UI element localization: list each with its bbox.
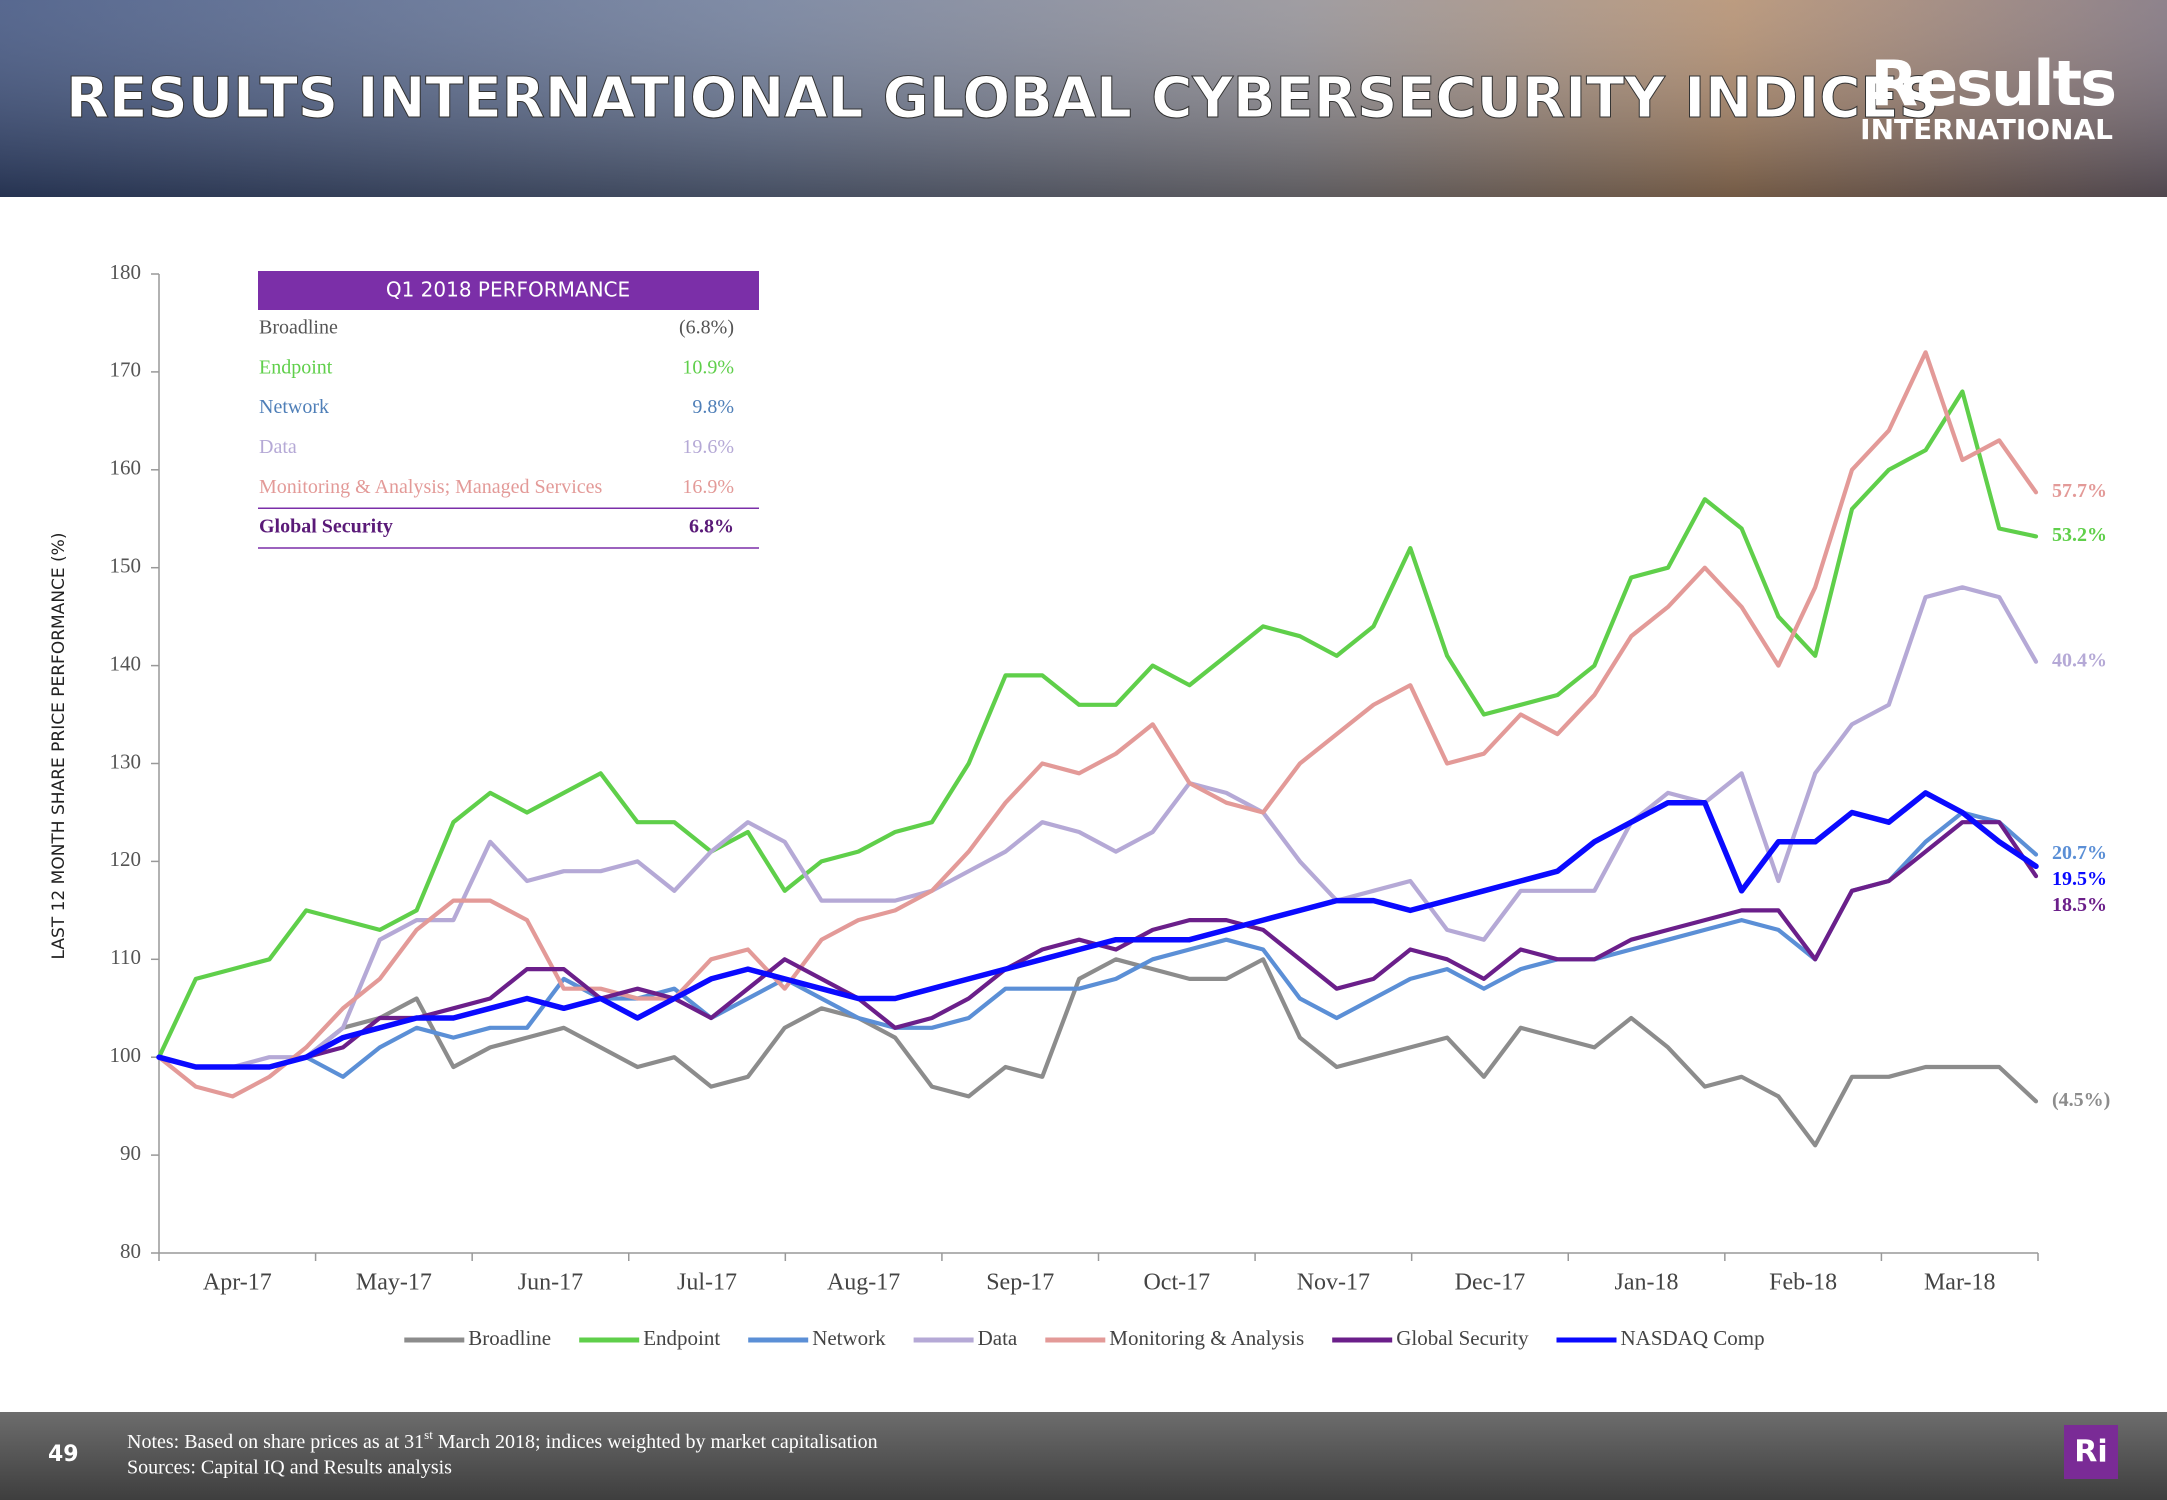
series-line bbox=[156, 350, 2039, 1099]
x-tick-label: Dec-17 bbox=[1455, 1270, 1526, 1296]
end-label: 20.7% bbox=[2052, 842, 2107, 864]
end-label: 18.5% bbox=[2052, 894, 2107, 916]
legend-item: Data bbox=[913, 1326, 1018, 1350]
notes-part: Notes: Based on share prices as at 31 bbox=[127, 1431, 424, 1453]
slide-title: RESULTS INTERNATIONAL GLOBAL CYBERSECURI… bbox=[66, 66, 1939, 131]
legend-item: Global Security bbox=[1332, 1326, 1529, 1350]
y-tick-label: 150 bbox=[110, 554, 142, 578]
end-label: (4.5%) bbox=[2052, 1089, 2110, 1111]
table-row-value: 19.6% bbox=[682, 436, 734, 458]
table-row-name: Monitoring & Analysis; Managed Services bbox=[259, 476, 603, 498]
table-row-value: (6.8%) bbox=[679, 317, 734, 339]
logo-bottom: INTERNATIONAL bbox=[1860, 113, 2113, 146]
y-axis-label: LAST 12 MONTH SHARE PRICE PERFORMANCE (%… bbox=[49, 533, 69, 960]
legend-label: NASDAQ Comp bbox=[1621, 1326, 1765, 1350]
table-row-name: Endpoint bbox=[259, 356, 333, 378]
x-tick-label: Jan-18 bbox=[1615, 1270, 1679, 1296]
table-header-background bbox=[258, 271, 759, 310]
table-row-value: 9.8% bbox=[692, 396, 734, 418]
legend-item: Endpoint bbox=[579, 1326, 720, 1350]
y-tick-label: 170 bbox=[110, 358, 142, 382]
y-tick-label: 180 bbox=[110, 260, 142, 284]
y-tick-label: 100 bbox=[110, 1043, 142, 1067]
y-tick-label: 120 bbox=[110, 847, 142, 871]
performance-table: Q1 2018 PERFORMANCE Broadline (6.8%) Endpo… bbox=[258, 271, 759, 549]
notes-superscript: st bbox=[424, 1427, 433, 1442]
legend-item: Network bbox=[748, 1326, 886, 1350]
legend-label: Monitoring & Analysis bbox=[1109, 1326, 1304, 1350]
table-row-name: Network bbox=[259, 396, 329, 418]
table-row-name: Data bbox=[259, 436, 297, 458]
series-line bbox=[156, 957, 2039, 1148]
end-label: 19.5% bbox=[2052, 868, 2107, 890]
series-line bbox=[156, 389, 2039, 1060]
footer-background bbox=[0, 1412, 2167, 1500]
y-tick-label: 140 bbox=[110, 651, 142, 675]
legend-label: Endpoint bbox=[643, 1326, 720, 1350]
legend-label: Global Security bbox=[1396, 1326, 1529, 1350]
y-tick-label: 160 bbox=[110, 456, 142, 480]
series-line bbox=[156, 585, 2039, 1070]
y-tick-label: 110 bbox=[110, 945, 141, 969]
table-row-value: 6.8% bbox=[689, 516, 734, 538]
x-tick-label: Feb-18 bbox=[1769, 1270, 1837, 1296]
y-tick-label: 130 bbox=[110, 749, 142, 773]
badge-text: Ri bbox=[2074, 1435, 2107, 1470]
header-shade bbox=[0, 0, 2167, 197]
x-tick-label: Sep-17 bbox=[986, 1270, 1054, 1296]
y-tick-label: 90 bbox=[120, 1141, 141, 1165]
x-tick-label: Jul-17 bbox=[677, 1270, 737, 1296]
series-line bbox=[156, 810, 2039, 1079]
x-tick-label: Nov-17 bbox=[1297, 1270, 1370, 1296]
table-row-name: Broadline bbox=[259, 317, 338, 339]
end-label: 40.4% bbox=[2052, 649, 2107, 671]
legend-label: Network bbox=[812, 1326, 886, 1350]
x-tick-label: Mar-18 bbox=[1924, 1270, 1996, 1296]
notes: Notes: Based on share prices as at 31st … bbox=[127, 1427, 878, 1453]
table-row-value: 16.9% bbox=[682, 476, 734, 498]
legend-item: Broadline bbox=[404, 1326, 551, 1350]
x-tick-label: Apr-17 bbox=[203, 1270, 272, 1296]
x-tick-label: Oct-17 bbox=[1143, 1270, 1210, 1296]
x-tick-label: Jun-17 bbox=[518, 1270, 583, 1296]
badge bbox=[2064, 1425, 2118, 1479]
sources: Sources: Capital IQ and Results analysis bbox=[127, 1457, 452, 1479]
x-tick-label: Aug-17 bbox=[827, 1270, 900, 1296]
page-number: 49 bbox=[48, 1442, 79, 1467]
series-line bbox=[156, 790, 2039, 1070]
table-header: Q1 2018 PERFORMANCE bbox=[386, 278, 630, 302]
end-label: 53.2% bbox=[2052, 524, 2107, 546]
x-tick-label: May-17 bbox=[356, 1270, 432, 1296]
table-row-value: 10.9% bbox=[682, 356, 734, 378]
notes-part: March 2018; indices weighted by market c… bbox=[433, 1431, 878, 1453]
legend-label: Data bbox=[978, 1326, 1018, 1350]
y-tick-label: 80 bbox=[120, 1239, 141, 1263]
end-label: 57.7% bbox=[2052, 480, 2107, 502]
legend-item: Monitoring & Analysis bbox=[1045, 1326, 1304, 1350]
legend-item: NASDAQ Comp bbox=[1556, 1326, 1765, 1350]
legend-label: Broadline bbox=[468, 1326, 551, 1350]
table-row-name: Global Security bbox=[259, 516, 393, 538]
logo-top: Results bbox=[1870, 47, 2115, 120]
